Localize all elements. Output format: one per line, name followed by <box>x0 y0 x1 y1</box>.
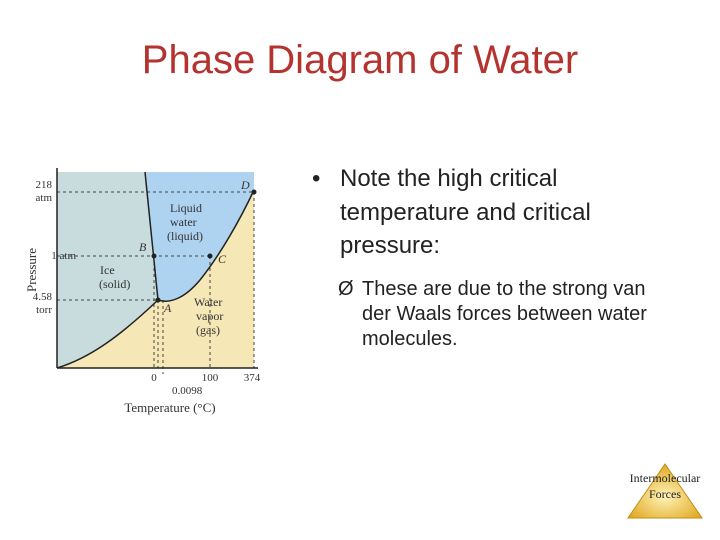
vapor-label-2: vapor <box>196 309 223 323</box>
point-a-label: A <box>163 301 172 315</box>
point-c-label: C <box>218 252 227 266</box>
bullet-item-sub: Ø These are due to the strong van der Wa… <box>338 277 672 352</box>
liquid-label-2: water <box>170 215 197 229</box>
triangle-icon <box>627 463 703 519</box>
ice-label-1: Ice <box>100 263 115 277</box>
point-b-label: B <box>139 240 147 254</box>
point-d-marker <box>251 189 257 195</box>
vapor-region <box>57 190 254 368</box>
point-b-marker <box>151 253 157 259</box>
vaporization-curve <box>157 189 255 302</box>
x-tick-100: 100 <box>202 372 219 384</box>
slide-title: Phase Diagram of Water <box>141 38 579 82</box>
point-c-marker <box>207 253 213 259</box>
sub-bullet-marker: Ø <box>338 277 354 300</box>
bullet-main-text: Note the high critical temperature and c… <box>340 165 591 260</box>
y-tick-1atm: 1 atm <box>51 250 76 262</box>
x-tick-0: 0 <box>151 372 157 384</box>
logo-line-2: Forces <box>649 487 681 501</box>
x-tick-374: 374 <box>244 372 261 384</box>
y-tick-458: 4.58 <box>33 291 53 303</box>
point-d-label: D <box>240 178 250 192</box>
logo-line-1: Intermolecular <box>629 471 701 485</box>
solid-region <box>57 172 158 368</box>
intermolecular-forces-logo: Intermolecular Forces <box>622 462 708 522</box>
bullet-sub-text: These are due to the strong van der Waal… <box>362 277 647 350</box>
y-axis-label: Pressure <box>24 248 39 292</box>
x-axis-label: Temperature (°C) <box>124 400 215 415</box>
bullet-marker: • <box>312 165 321 192</box>
liquid-label-1: Liquid <box>170 201 202 215</box>
x-tick-00098: 0.0098 <box>172 385 203 397</box>
ice-label-2: (solid) <box>99 277 130 291</box>
guide-lines <box>57 191 255 374</box>
vapor-label-1: Water <box>194 295 222 309</box>
melting-curve <box>144 171 159 301</box>
liquid-region <box>145 172 254 302</box>
vapor-label-3: (gas) <box>196 323 220 337</box>
y-tick-218: 218 <box>36 179 53 191</box>
y-tick-atm: atm <box>36 192 53 204</box>
phase-diagram: A B C D Liquid water (liquid) Ice (solid… <box>24 168 261 415</box>
liquid-label-3: (liquid) <box>167 229 203 243</box>
point-a-marker <box>155 297 161 303</box>
bullet-item-main: • Note the high critical temperature and… <box>312 162 672 263</box>
bullet-list: • Note the high critical temperature and… <box>312 162 672 352</box>
y-tick-torr: torr <box>36 304 52 316</box>
sublimation-curve <box>56 299 159 369</box>
